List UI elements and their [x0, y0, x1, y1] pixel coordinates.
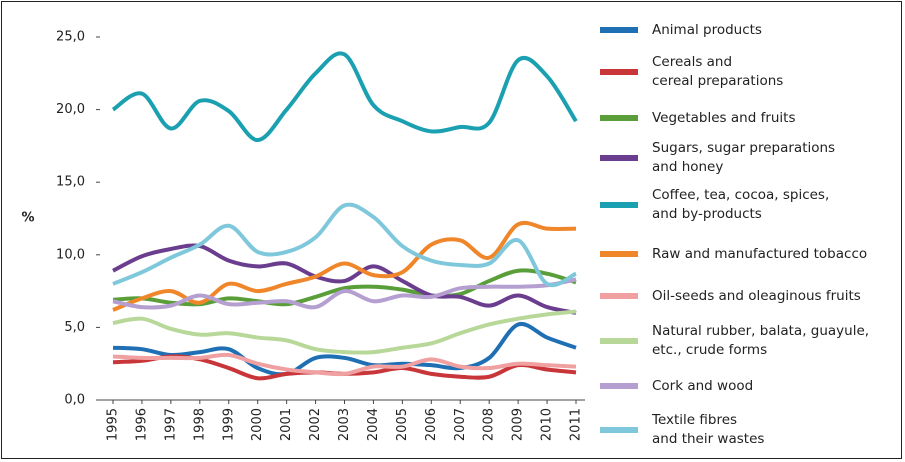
x-tick-label: 1999	[221, 408, 236, 441]
legend-label: Raw and manufactured tobacco	[652, 245, 868, 262]
y-axis-label: %	[21, 211, 34, 226]
series-line	[112, 352, 577, 377]
x-tick-label: 2003	[337, 408, 352, 441]
y-tick-label: 20,0	[56, 102, 85, 117]
x-tick-label: 2004	[366, 408, 381, 441]
y-tick-label: 5,0	[64, 320, 85, 335]
x-tick-label: 1995	[106, 408, 121, 441]
chart: % 0,0 5,0 10,0 15,0 20,0 25,0 1995 1996 1997 1998…	[21, 30, 585, 441]
legend-label: Natural rubber, balata, guayule, etc., c…	[652, 323, 870, 358]
legend-item: Cork and wood	[600, 377, 753, 396]
y-tick-label: 10,0	[56, 247, 85, 262]
legend-swatch	[600, 27, 638, 33]
legend-item: Oil-seeds and oleaginous fruits	[600, 287, 861, 306]
legend-item: Textile fibres and their wastes	[600, 411, 764, 449]
legend-swatch	[600, 202, 638, 208]
legend-item: Cereals and cereal preparations	[600, 53, 783, 91]
legend: Animal products Cereals and cereal prepar…	[600, 0, 900, 460]
legend-swatch	[600, 427, 638, 433]
legend-label: Textile fibres and their wastes	[652, 412, 765, 447]
y-tick-label: 25,0	[56, 30, 85, 45]
legend-item: Sugars, sugar preparations and honey	[600, 139, 835, 177]
series-line	[112, 220, 577, 312]
series-line	[112, 268, 577, 307]
legend-swatch	[600, 338, 638, 344]
x-tick-label: 2007	[453, 408, 468, 441]
legend-item: Raw and manufactured tobacco	[600, 245, 867, 264]
series-line	[112, 309, 577, 355]
legend-item: Animal products	[600, 21, 762, 40]
x-tick-label: 2005	[395, 408, 410, 441]
x-tick-label: 2010	[540, 408, 555, 441]
legend-swatch	[600, 155, 638, 161]
y-tick-label: 0,0	[64, 393, 85, 408]
x-tick-label: 1998	[192, 408, 207, 441]
series-line	[112, 202, 577, 288]
series-line	[112, 321, 577, 377]
x-tick-label: 2009	[511, 408, 526, 441]
series-line	[112, 277, 577, 310]
legend-item: Vegetables and fruits	[600, 109, 796, 128]
legend-label: Vegetables and fruits	[652, 109, 796, 126]
legend-item: Natural rubber, balata, guayule, etc., c…	[600, 322, 869, 360]
legend-swatch	[600, 293, 638, 299]
legend-label: Animal products	[652, 21, 762, 38]
x-tick-label: 2001	[279, 408, 294, 441]
series-line	[111, 51, 578, 143]
x-tick-label: 1996	[134, 408, 149, 441]
x-tick-label: 2002	[308, 408, 323, 441]
x-tick-label: 1997	[163, 408, 178, 441]
series-line	[112, 243, 577, 315]
legend-label: Coffee, tea, cocoa, spices, and by-produ…	[652, 187, 830, 222]
legend-swatch	[600, 383, 638, 389]
legend-swatch	[600, 115, 638, 121]
x-tick-label: 2006	[424, 408, 439, 441]
legend-label: Cork and wood	[652, 377, 754, 394]
legend-swatch	[600, 69, 638, 75]
legend-label: Cereals and cereal preparations	[652, 54, 784, 89]
x-tick-label: 2000	[250, 408, 265, 441]
y-tick-label: 15,0	[56, 175, 85, 190]
x-tick-label: 2011	[569, 408, 584, 441]
legend-label: Oil-seeds and oleaginous fruits	[652, 287, 861, 304]
legend-item: Coffee, tea, cocoa, spices, and by-produ…	[600, 186, 829, 224]
legend-label: Sugars, sugar preparations and honey	[652, 140, 836, 175]
x-tick-label: 2008	[482, 408, 497, 441]
legend-swatch	[600, 251, 638, 257]
